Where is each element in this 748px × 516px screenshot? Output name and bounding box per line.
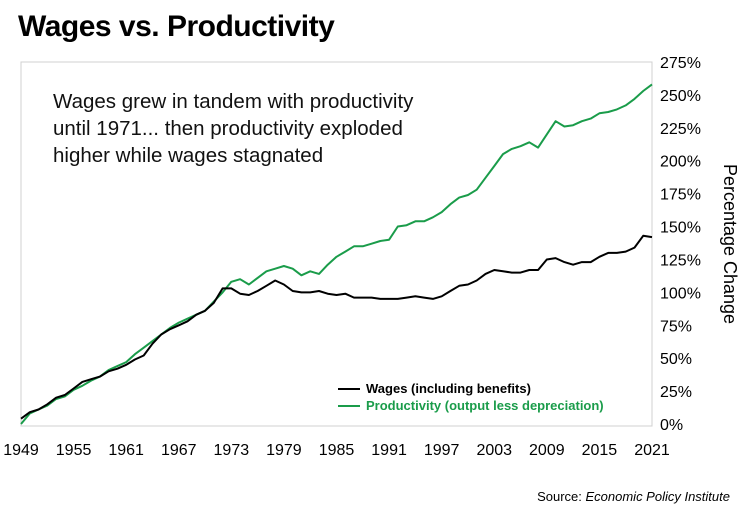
legend: Wages (including benefits) Productivity … (338, 380, 604, 414)
legend-label: Wages (including benefits) (366, 381, 531, 396)
x-tick-label: 2009 (529, 442, 565, 459)
legend-item-wages: Wages (including benefits) (338, 380, 604, 397)
x-tick-label: 1991 (371, 442, 407, 459)
plot-frame (20, 61, 653, 427)
legend-item-productivity: Productivity (output less depreciation) (338, 397, 604, 414)
x-tick-label: 1955 (56, 442, 92, 459)
x-tick-label: 1961 (108, 442, 144, 459)
legend-swatch-productivity (338, 404, 360, 407)
annotation-line: until 1971... then productivity exploded (53, 117, 403, 140)
x-tick-label: 1997 (424, 442, 460, 459)
y-tick-label: 175% (660, 187, 701, 204)
x-tick-label: 1967 (161, 442, 197, 459)
wages-line (20, 234, 653, 420)
y-tick-label: 25% (660, 384, 692, 401)
annotation: Wages grew in tandem with productivity u… (53, 88, 453, 169)
x-tick-label: 2021 (634, 442, 670, 459)
x-tick-label: 1949 (3, 442, 39, 459)
x-tick-label: 1979 (266, 442, 302, 459)
y-tick-label: 125% (660, 252, 701, 269)
y-axis-label: Percentage Change (720, 164, 740, 324)
y-tick-label: 100% (660, 285, 701, 302)
y-tick-label: 200% (660, 154, 701, 171)
y-tick-label: 50% (660, 351, 692, 368)
chart-title: Wages vs. Productivity (18, 10, 335, 43)
source-prefix: Source: (537, 489, 586, 504)
y-tick-label: 0% (660, 417, 683, 434)
x-tick-label: 1985 (319, 442, 355, 459)
source-name: Economic Policy Institute (585, 489, 730, 504)
y-tick-label: 250% (660, 88, 701, 105)
source-note: Source: Economic Policy Institute (537, 489, 730, 504)
x-tick-label: 1973 (214, 442, 250, 459)
productivity-line (20, 83, 653, 425)
y-tick-label: 75% (660, 318, 692, 335)
annotation-line: Wages grew in tandem with productivity (53, 90, 414, 113)
annotation-line: higher while wages stagnated (53, 144, 324, 167)
x-tick-label: 2003 (476, 442, 512, 459)
legend-swatch-wages (338, 387, 360, 390)
legend-label: Productivity (output less depreciation) (366, 398, 604, 413)
x-tick-label: 2015 (582, 442, 618, 459)
y-tick-label: 275% (660, 55, 701, 72)
y-tick-label: 150% (660, 220, 701, 237)
y-tick-label: 225% (660, 121, 701, 138)
